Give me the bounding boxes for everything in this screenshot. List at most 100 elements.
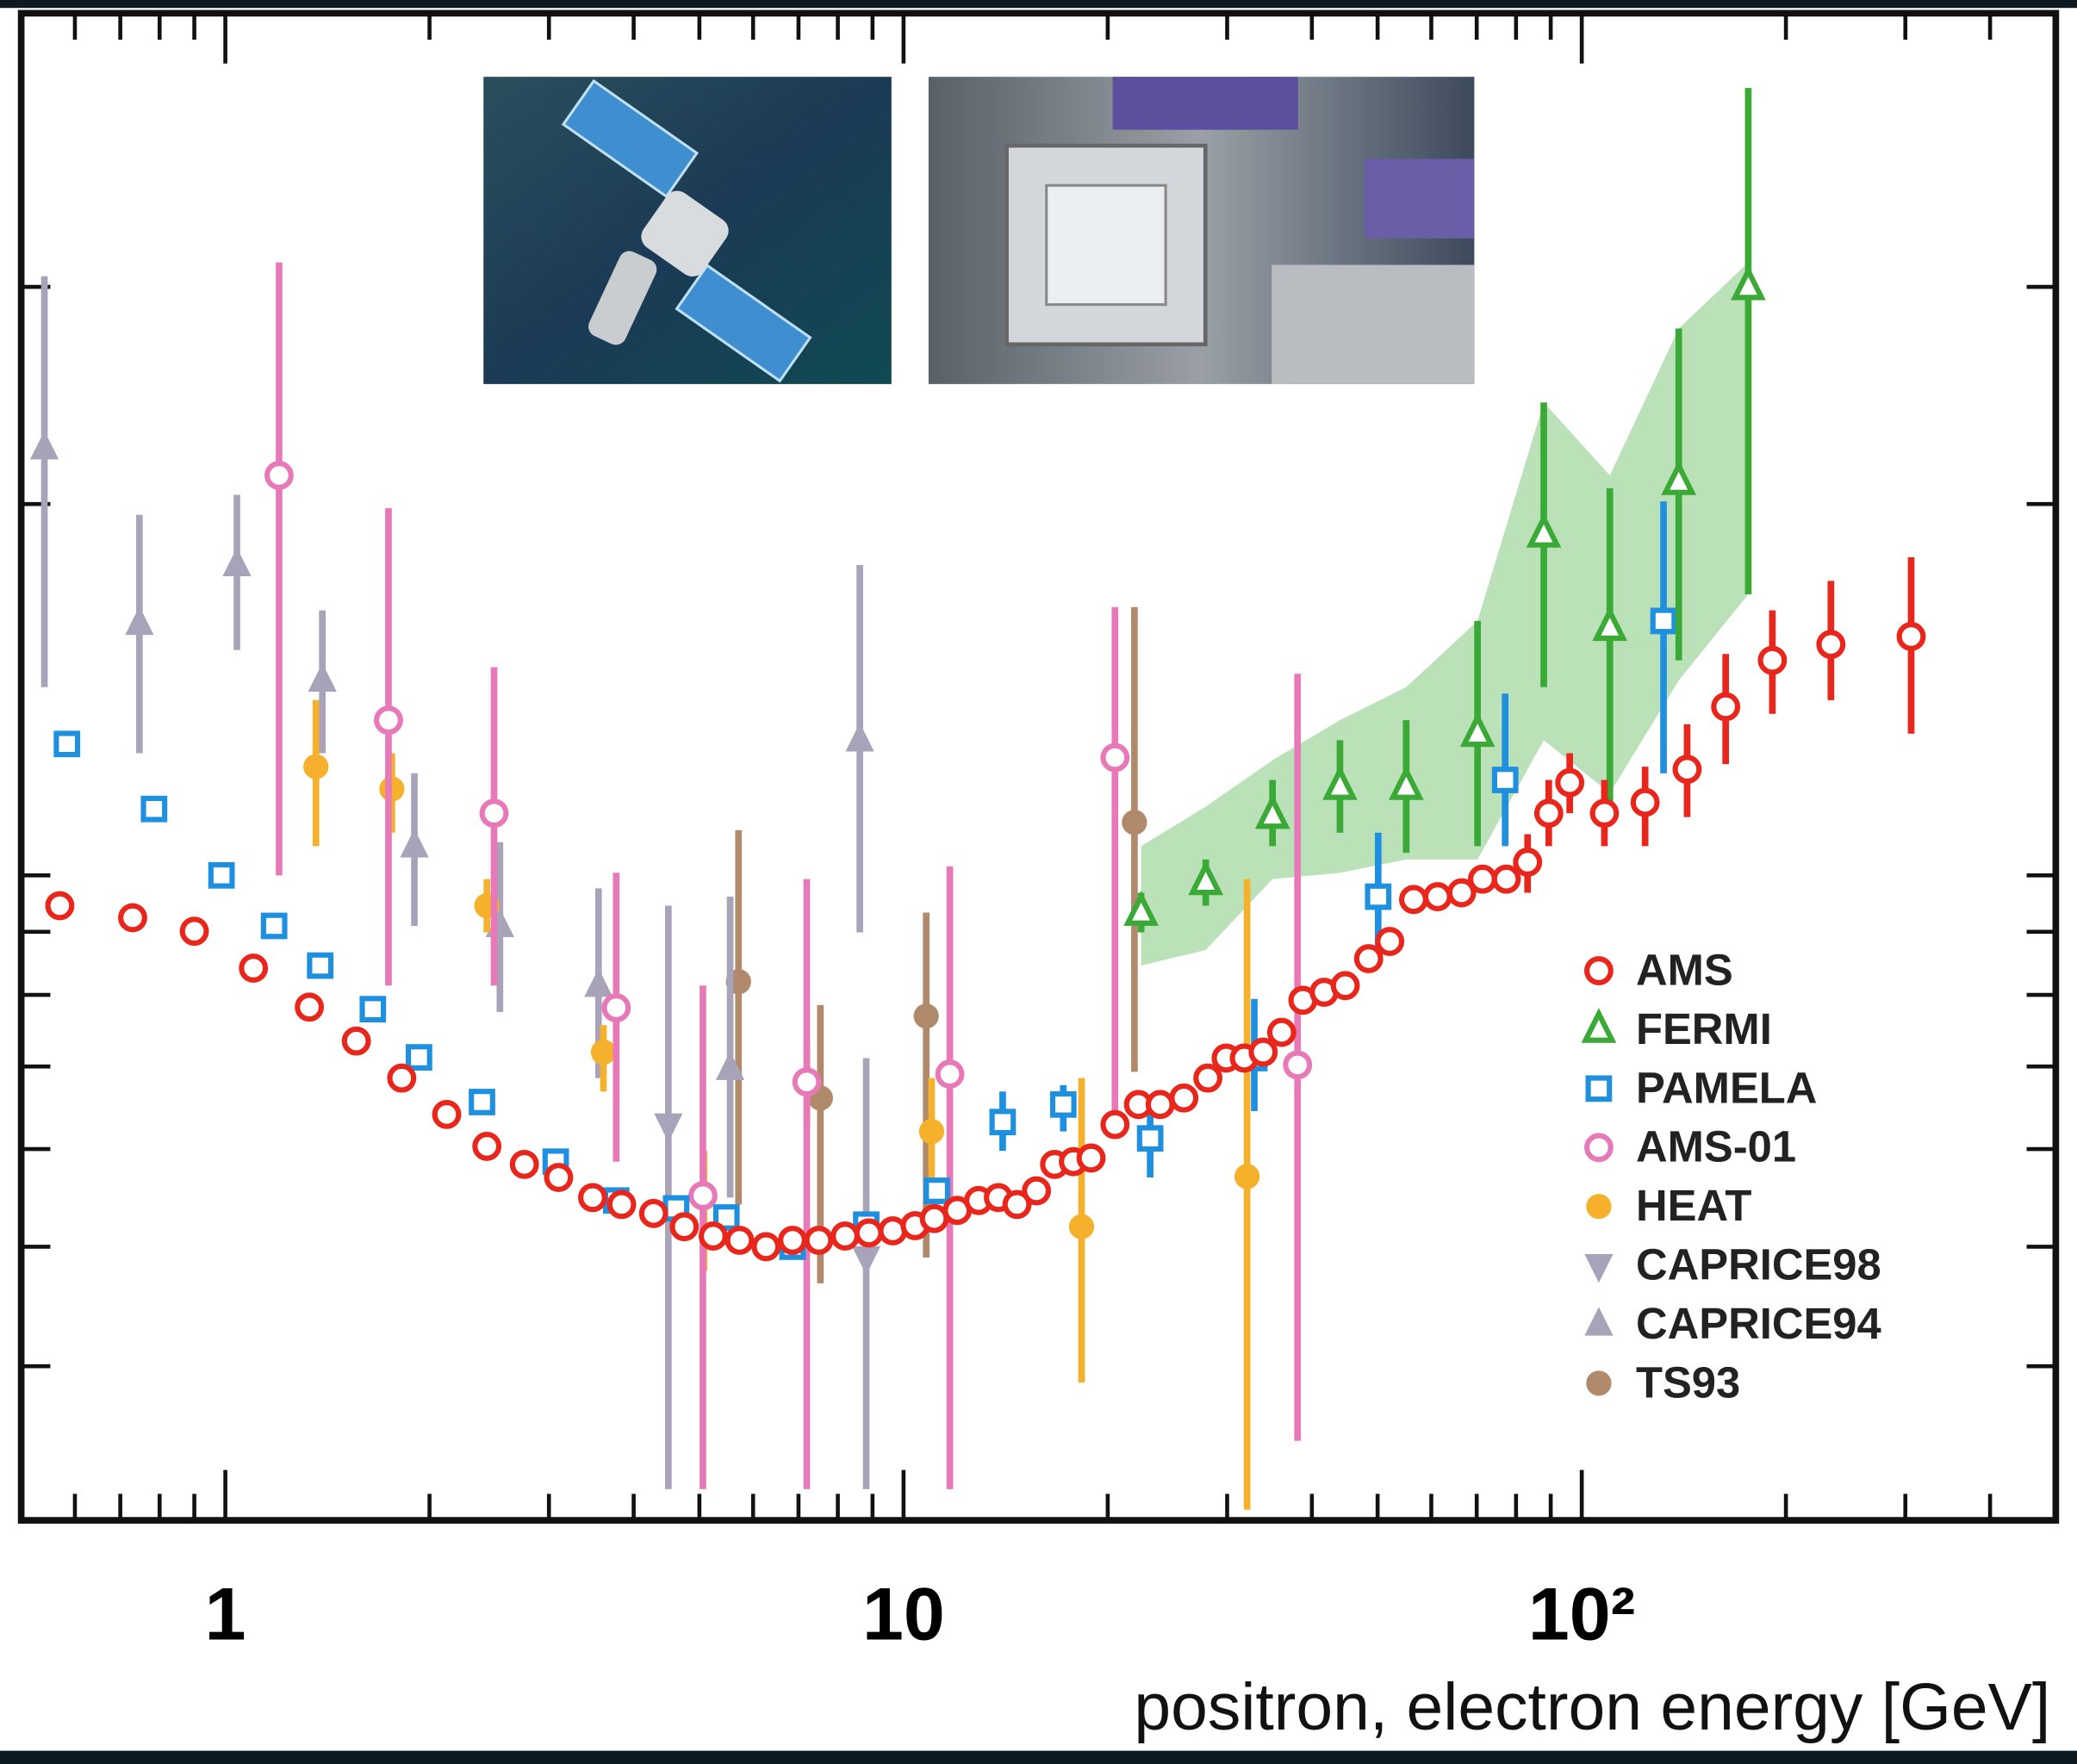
data-point [1592, 606, 1628, 642]
data-point [307, 952, 334, 979]
data-point [1388, 765, 1424, 800]
x-tick-label: 1 [205, 1573, 246, 1655]
data-point [830, 1221, 860, 1251]
data-point [308, 662, 337, 693]
data-point [1468, 864, 1497, 894]
data-point [606, 1189, 637, 1220]
data-point [1234, 1164, 1260, 1189]
data-point [1650, 607, 1677, 635]
data-point [359, 996, 387, 1023]
data-point [1330, 971, 1360, 1001]
x-tick-label: 10 [862, 1573, 945, 1655]
data-point [1446, 878, 1477, 908]
data-point [584, 968, 613, 997]
legend-label: TS93 [1636, 1357, 1740, 1407]
data-point [303, 754, 329, 780]
data-point [654, 1113, 683, 1142]
legend-marker [1584, 956, 1614, 985]
legend-label: AMS-01 [1636, 1122, 1796, 1171]
data-point [264, 461, 294, 490]
legend-marker [1586, 1194, 1612, 1220]
x-axis-label: positron, electron energy [GeV] [1134, 1670, 2050, 1744]
data-point [778, 1226, 807, 1255]
data-point [406, 1044, 432, 1071]
data-point [379, 776, 405, 802]
data-point [1248, 1037, 1278, 1067]
inset-iss [928, 77, 1475, 384]
data-point [1459, 711, 1496, 748]
data-point [1526, 512, 1562, 548]
data-point [1188, 860, 1224, 896]
data-point [1491, 864, 1521, 894]
data-point [1022, 1176, 1051, 1206]
data-point [1100, 1109, 1130, 1140]
data-point [260, 912, 288, 940]
data-point [1283, 1050, 1313, 1080]
data-point [724, 1226, 755, 1255]
inset-satellite [483, 77, 892, 384]
data-point [601, 993, 631, 1022]
legend-marker [1581, 1008, 1617, 1043]
data-point [45, 891, 75, 921]
data-point [1365, 883, 1392, 910]
data-point [590, 1039, 617, 1065]
series [45, 556, 1926, 1262]
data-point [208, 861, 235, 889]
data-point [712, 1204, 740, 1231]
bottom-border [0, 1750, 2077, 1764]
data-point [387, 1063, 417, 1093]
series [1123, 88, 1766, 933]
data-point [1896, 622, 1926, 651]
data-point [239, 953, 269, 983]
data-point [804, 1226, 834, 1255]
data-point [432, 1099, 462, 1129]
data-point [1068, 1214, 1095, 1239]
data-point [1555, 767, 1585, 798]
data-point [792, 1067, 822, 1097]
legend-marker [1584, 1133, 1614, 1163]
data-point [1375, 927, 1405, 956]
data-point [1630, 787, 1660, 817]
data-point [509, 1149, 539, 1179]
data-point [374, 705, 403, 736]
data-point [1254, 793, 1290, 829]
legend-label: CAPRICE98 [1636, 1240, 1881, 1289]
data-point [341, 1026, 371, 1056]
data-point [688, 1181, 718, 1211]
data-point [1002, 1189, 1032, 1220]
data-point [1589, 798, 1620, 829]
data-point [989, 1109, 1017, 1136]
data-point [29, 431, 59, 460]
series [264, 262, 1313, 1489]
legend-label: AMS [1636, 945, 1733, 994]
legend-marker [1584, 1254, 1614, 1283]
data-point [698, 1221, 728, 1251]
data-point [1100, 742, 1130, 773]
data-point [935, 1059, 965, 1090]
data-point [1711, 692, 1741, 722]
data-point [1422, 882, 1452, 911]
data-point [638, 1198, 668, 1228]
data-point [669, 1212, 700, 1242]
legend-marker [1585, 1075, 1613, 1102]
data-point [751, 1232, 781, 1262]
series [29, 276, 874, 1198]
top-border [0, 0, 2077, 9]
data-point [222, 547, 252, 577]
data-point [1731, 264, 1766, 301]
x-tick-label: 10² [1528, 1573, 1635, 1655]
legend-marker [1584, 1307, 1614, 1336]
legend-label: PAMELA [1636, 1063, 1817, 1112]
data-point [1672, 755, 1702, 785]
plot-area: 1 10 10² AMS FERMI PAMELA AMS-01 HEAT CAPRICE98 C… [17, 9, 2060, 1655]
data-point [179, 916, 209, 947]
data-point [1322, 765, 1358, 800]
data-point [919, 1203, 949, 1233]
legend-label: CAPRICE94 [1636, 1299, 1881, 1348]
uncertainty-band [1141, 262, 1749, 966]
data-point [1816, 630, 1846, 660]
data-point [913, 1003, 939, 1029]
data-point [1145, 1090, 1175, 1120]
